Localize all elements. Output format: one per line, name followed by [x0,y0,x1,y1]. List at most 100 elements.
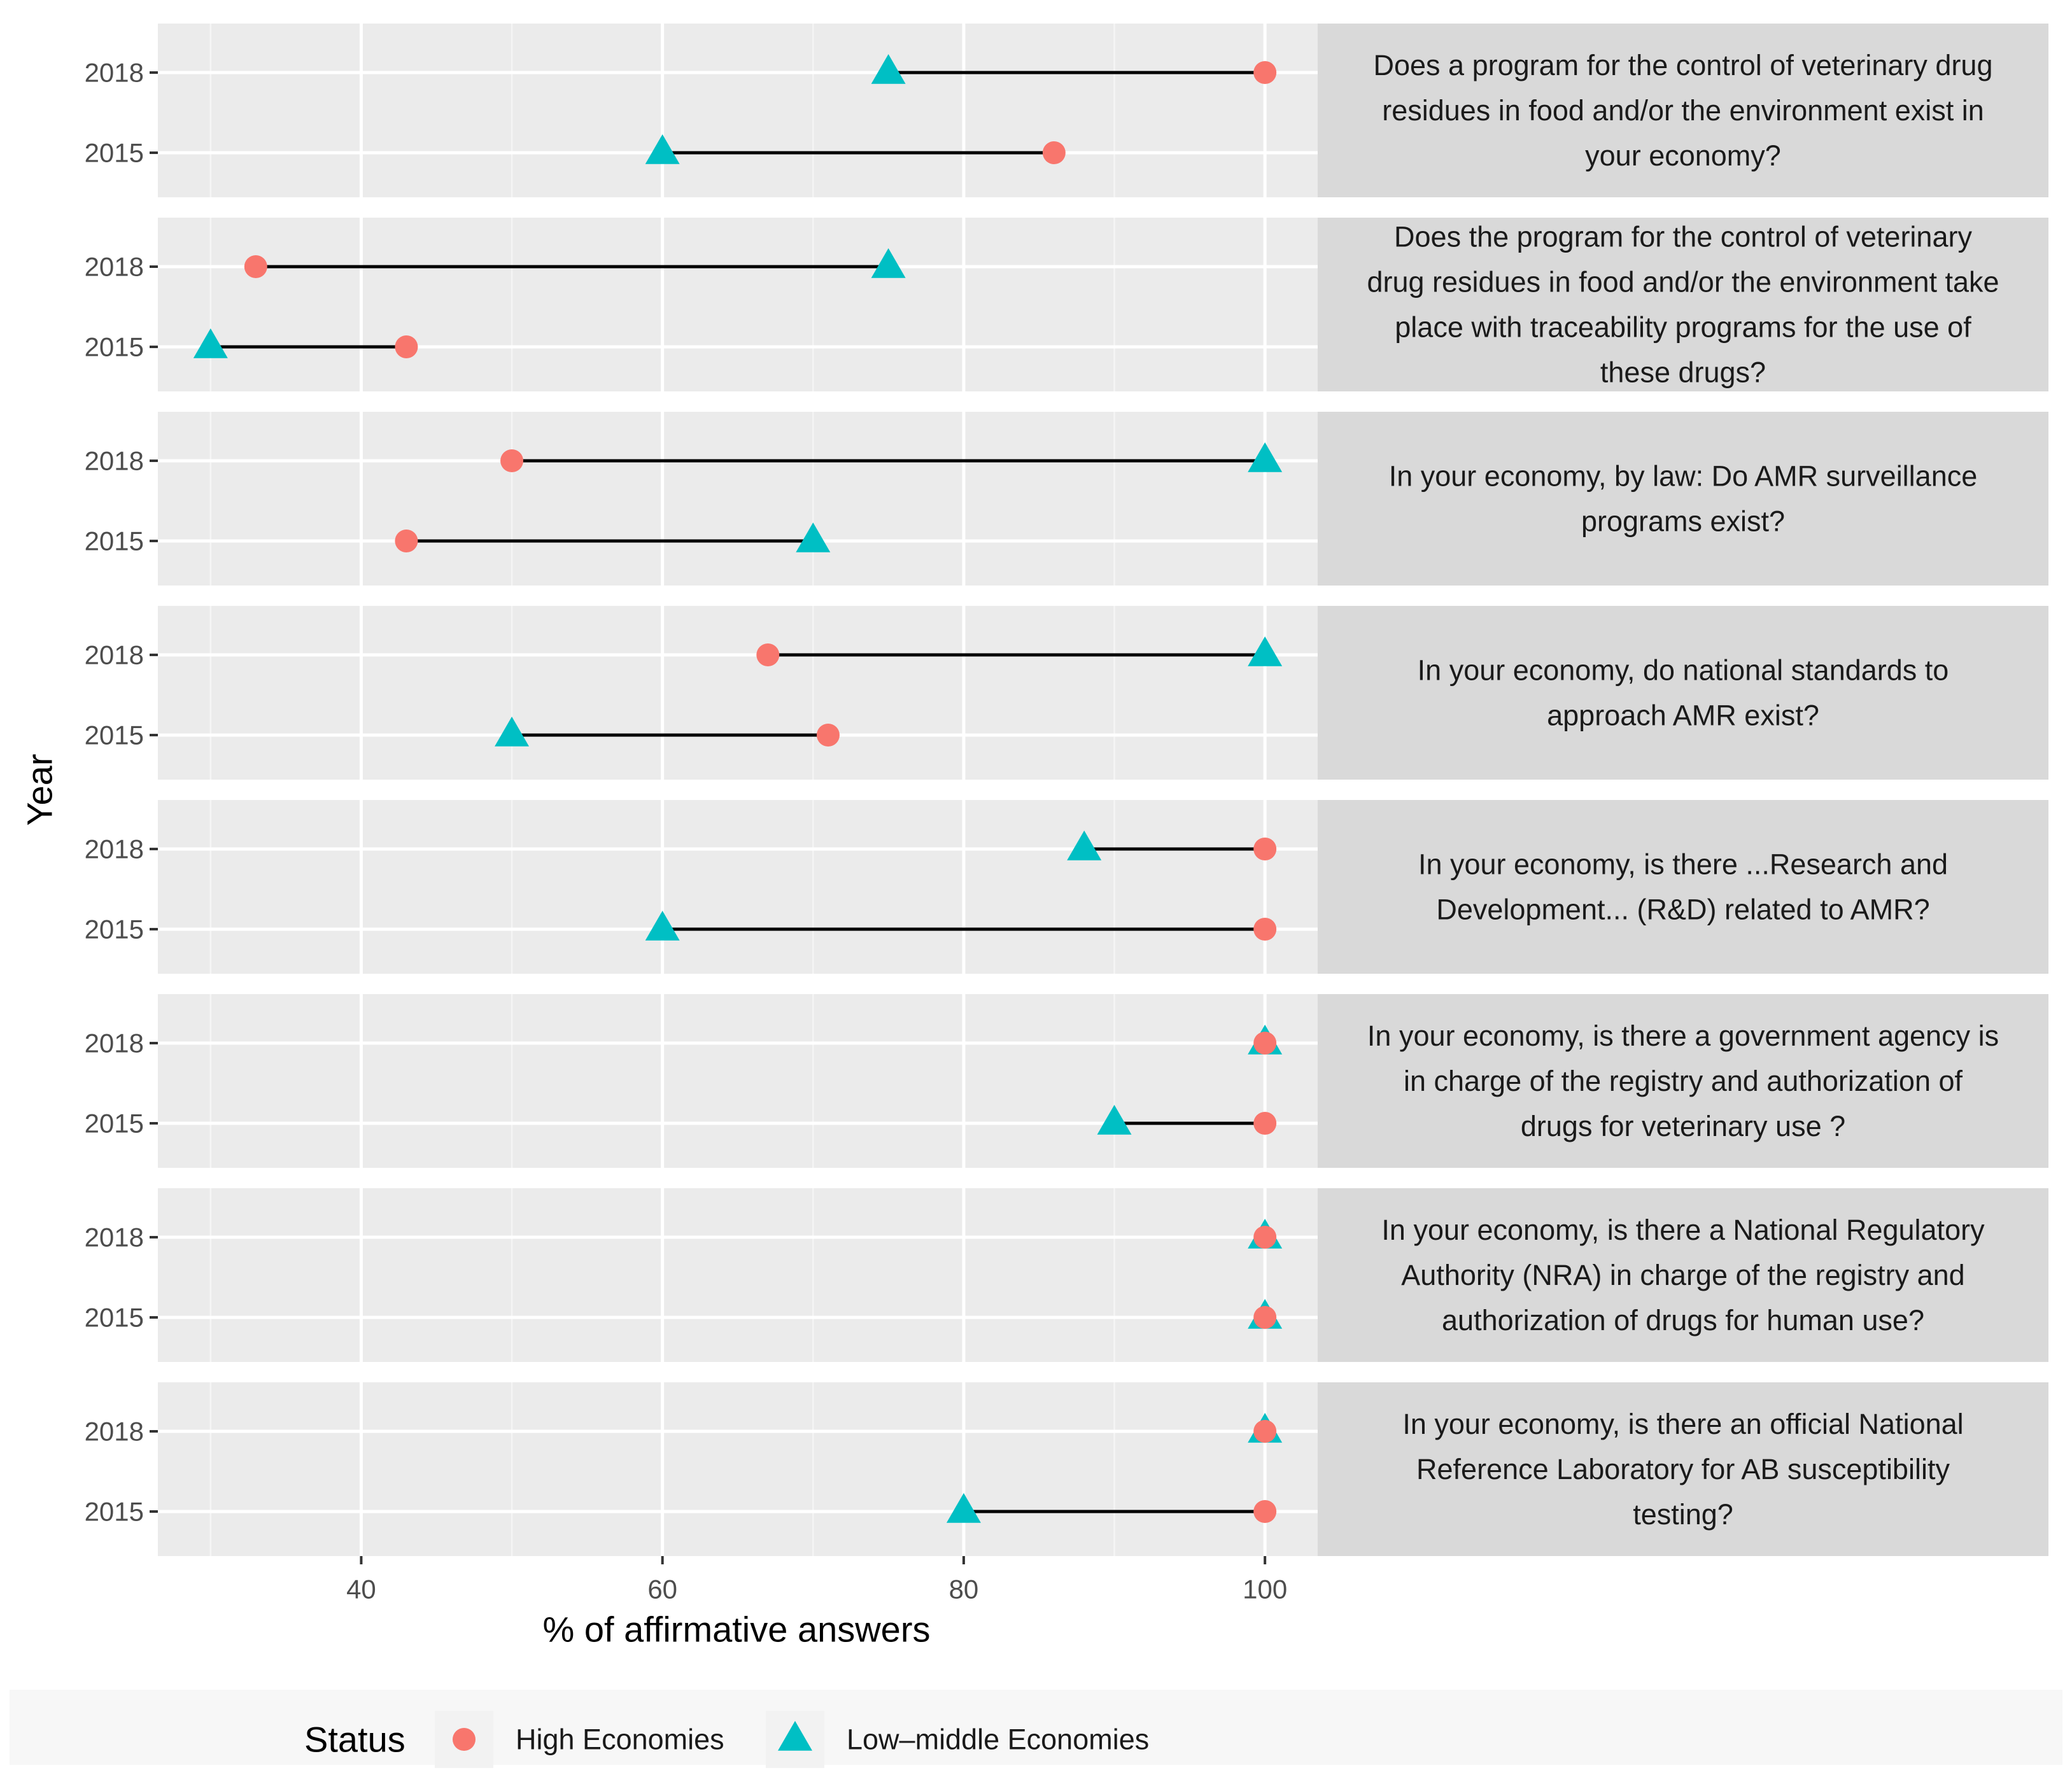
y-tick-label: 2018 [85,58,144,88]
point-low-middle-2018 [871,54,906,84]
panel-3: In your economy, by law: Do AMR surveill… [85,412,2048,586]
point-high-2015 [1042,141,1066,164]
point-low-middle-2018 [1248,442,1283,472]
strip-label-line: In your economy, is there an official Na… [1402,1408,1963,1440]
y-tick-label: 2018 [85,1417,144,1447]
y-tick-label: 2018 [85,640,144,670]
strip-label-line: In your economy, by law: Do AMR surveill… [1389,460,1978,493]
strip-label-line: Development... (R&D) related to AMR? [1436,894,1929,926]
panel-background [158,1382,1318,1556]
point-low-middle-2015 [495,717,530,747]
point-high-2015 [816,724,840,747]
panel-8: In your economy, is there an official Na… [85,1382,2048,1556]
y-tick-label: 2018 [85,1028,144,1058]
point-low-middle-2018 [1067,831,1102,860]
strip-label-line: Does the program for the control of vete… [1394,221,1972,253]
y-tick-label: 2015 [85,915,144,944]
y-tick-label: 2015 [85,1109,144,1139]
y-tick-label: 2015 [85,1303,144,1333]
panel-4: In your economy, do national standards t… [85,606,2048,780]
strip-label-line: Reference Laboratory for AB susceptibili… [1416,1453,1950,1485]
legend-circle-icon [453,1728,476,1751]
strip-label-line: testing? [1633,1498,1733,1531]
point-low-middle-2015 [796,523,831,552]
point-low-middle-2015 [946,1493,981,1523]
strip-label-line: drugs for veterinary use ? [1521,1110,1845,1142]
y-tick-label: 2018 [85,1223,144,1252]
strip-label-line: In your economy, is there ...Research an… [1418,848,1948,881]
point-high-2015 [1253,1306,1277,1329]
point-high-2018 [756,643,780,666]
panel-5: In your economy, is there ...Research an… [85,800,2048,974]
y-tick-label: 2015 [85,332,144,362]
point-high-2015 [1253,1500,1277,1523]
point-low-middle-2018 [1248,636,1283,666]
y-tick-label: 2018 [85,252,144,282]
panel-background [158,994,1318,1168]
strip-label-line: these drugs? [1600,356,1766,389]
strip-label-line: your economy? [1585,139,1781,172]
strip-label-line: Does a program for the control of veteri… [1374,49,1993,81]
panel-2: Does the program for the control of vete… [85,218,2048,391]
point-high-2018 [1253,838,1277,860]
point-low-middle-2015 [193,328,228,358]
strip-label-line: in charge of the registry and authorizat… [1404,1065,1963,1097]
panel-strip [1318,606,2048,780]
x-tick-label: 80 [949,1575,979,1604]
y-tick-label: 2018 [85,446,144,476]
point-high-2015 [1253,918,1277,941]
point-high-2015 [1253,1112,1277,1135]
legend-triangle-icon [778,1721,812,1751]
x-axis-title: % of affirmative answers [543,1610,931,1650]
point-high-2015 [395,530,418,552]
panel-background [158,1188,1318,1362]
strip-label-line: drug residues in food and/or the environ… [1367,266,1999,298]
panel-strip [1318,218,2048,391]
strip-label-line: In your economy, is there a government a… [1367,1020,1999,1052]
strip-label-line: In your economy, is there a National Reg… [1381,1214,1985,1246]
legend-label-low-middle: Low–middle Economies [847,1723,1149,1756]
strip-label-line: place with traceability programs for the… [1395,311,1971,344]
point-high-2018 [244,255,267,278]
panel-strip [1318,412,2048,586]
strip-label-line: approach AMR exist? [1547,699,1819,732]
x-tick-label: 40 [346,1575,376,1604]
x-tick-label: 60 [647,1575,677,1604]
y-tick-label: 2018 [85,834,144,864]
point-high-2018 [1253,1420,1277,1443]
legend-label-high: High Economies [516,1723,724,1756]
panel-1: Does a program for the control of veteri… [85,24,2048,197]
strip-label-line: residues in food and/or the environment … [1382,94,1984,127]
x-tick-label: 100 [1243,1575,1287,1604]
panel-strip [1318,994,2048,1168]
strip-label-line: Authority (NRA) in charge of the registr… [1401,1259,1964,1291]
panel-background [158,218,1318,391]
point-high-2018 [1253,61,1277,84]
legend-title: Status [304,1720,405,1760]
strip-label-line: authorization of drugs for human use? [1442,1304,1924,1336]
panel-strip [1318,1188,2048,1362]
panel-background [158,412,1318,586]
panel-strip [1318,24,2048,197]
point-high-2015 [395,335,418,358]
panel-7: In your economy, is there a National Reg… [85,1188,2048,1362]
point-low-middle-2015 [1097,1105,1132,1135]
strip-label-line: programs exist? [1581,505,1785,538]
panel-6: In your economy, is there a government a… [85,994,2048,1168]
panel-background [158,800,1318,974]
y-tick-label: 2015 [85,138,144,168]
point-low-middle-2018 [871,248,906,278]
point-high-2018 [1253,1032,1277,1055]
panel-background [158,24,1318,197]
panel-background [158,606,1318,780]
point-low-middle-2015 [645,134,680,164]
y-tick-label: 2015 [85,720,144,750]
y-tick-label: 2015 [85,1497,144,1527]
point-high-2018 [500,449,524,472]
y-tick-label: 2015 [85,526,144,556]
panel-strip [1318,800,2048,974]
point-high-2018 [1253,1226,1277,1249]
legend-background [10,1690,2062,1765]
y-axis-title: Year [20,754,60,825]
